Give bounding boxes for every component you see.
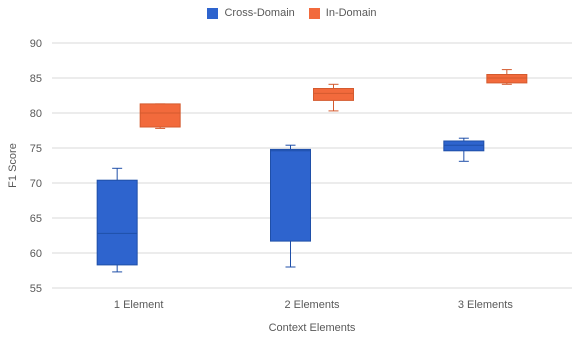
x-tick-label: 2 Elements (284, 299, 340, 311)
box-iqr (443, 140, 485, 152)
x-tick-label: 1 Element (114, 299, 164, 311)
y-tick-label: 70 (30, 178, 42, 190)
box-iqr (270, 148, 311, 242)
y-tick-label: 90 (30, 38, 42, 50)
box-iqr (139, 103, 181, 128)
legend-swatch-cross-domain (207, 7, 219, 19)
y-axis-title: F1 Score (7, 143, 19, 188)
box-cross-domain-1 (96, 167, 138, 273)
grid-layer (52, 42, 572, 289)
legend-swatch-in-domain (308, 7, 320, 19)
x-axis-ticks: 1 Element 2 Elements 3 Elements (114, 299, 513, 311)
y-tick-label: 65 (30, 213, 42, 225)
y-tick-label: 75 (30, 143, 42, 155)
legend-label-cross-domain: Cross-Domain (224, 7, 295, 19)
box-in-domain-3 (486, 69, 528, 85)
legend-item-in-domain: In-Domain (308, 7, 377, 19)
y-tick-label: 60 (30, 248, 42, 260)
box-in-domain-2 (313, 83, 354, 112)
box-iqr (313, 88, 354, 101)
y-axis-ticks: 55 60 65 70 75 80 85 90 (30, 38, 42, 295)
y-tick-label: 55 (30, 283, 42, 295)
box-iqr (486, 74, 528, 84)
y-tick-label: 85 (30, 73, 42, 85)
box-in-domain-1 (139, 103, 181, 129)
x-axis-title: Context Elements (269, 322, 356, 334)
box-iqr (96, 179, 138, 266)
legend-label-in-domain: In-Domain (325, 7, 377, 19)
legend-item-cross-domain: Cross-Domain (207, 7, 295, 19)
box-cross-domain-2 (270, 144, 311, 268)
box-cross-domain-3 (443, 137, 485, 162)
legend: Cross-Domain In-Domain (0, 4, 584, 22)
x-tick-label: 3 Elements (458, 299, 514, 311)
y-tick-label: 80 (30, 108, 42, 120)
boxes-layer (96, 69, 528, 273)
